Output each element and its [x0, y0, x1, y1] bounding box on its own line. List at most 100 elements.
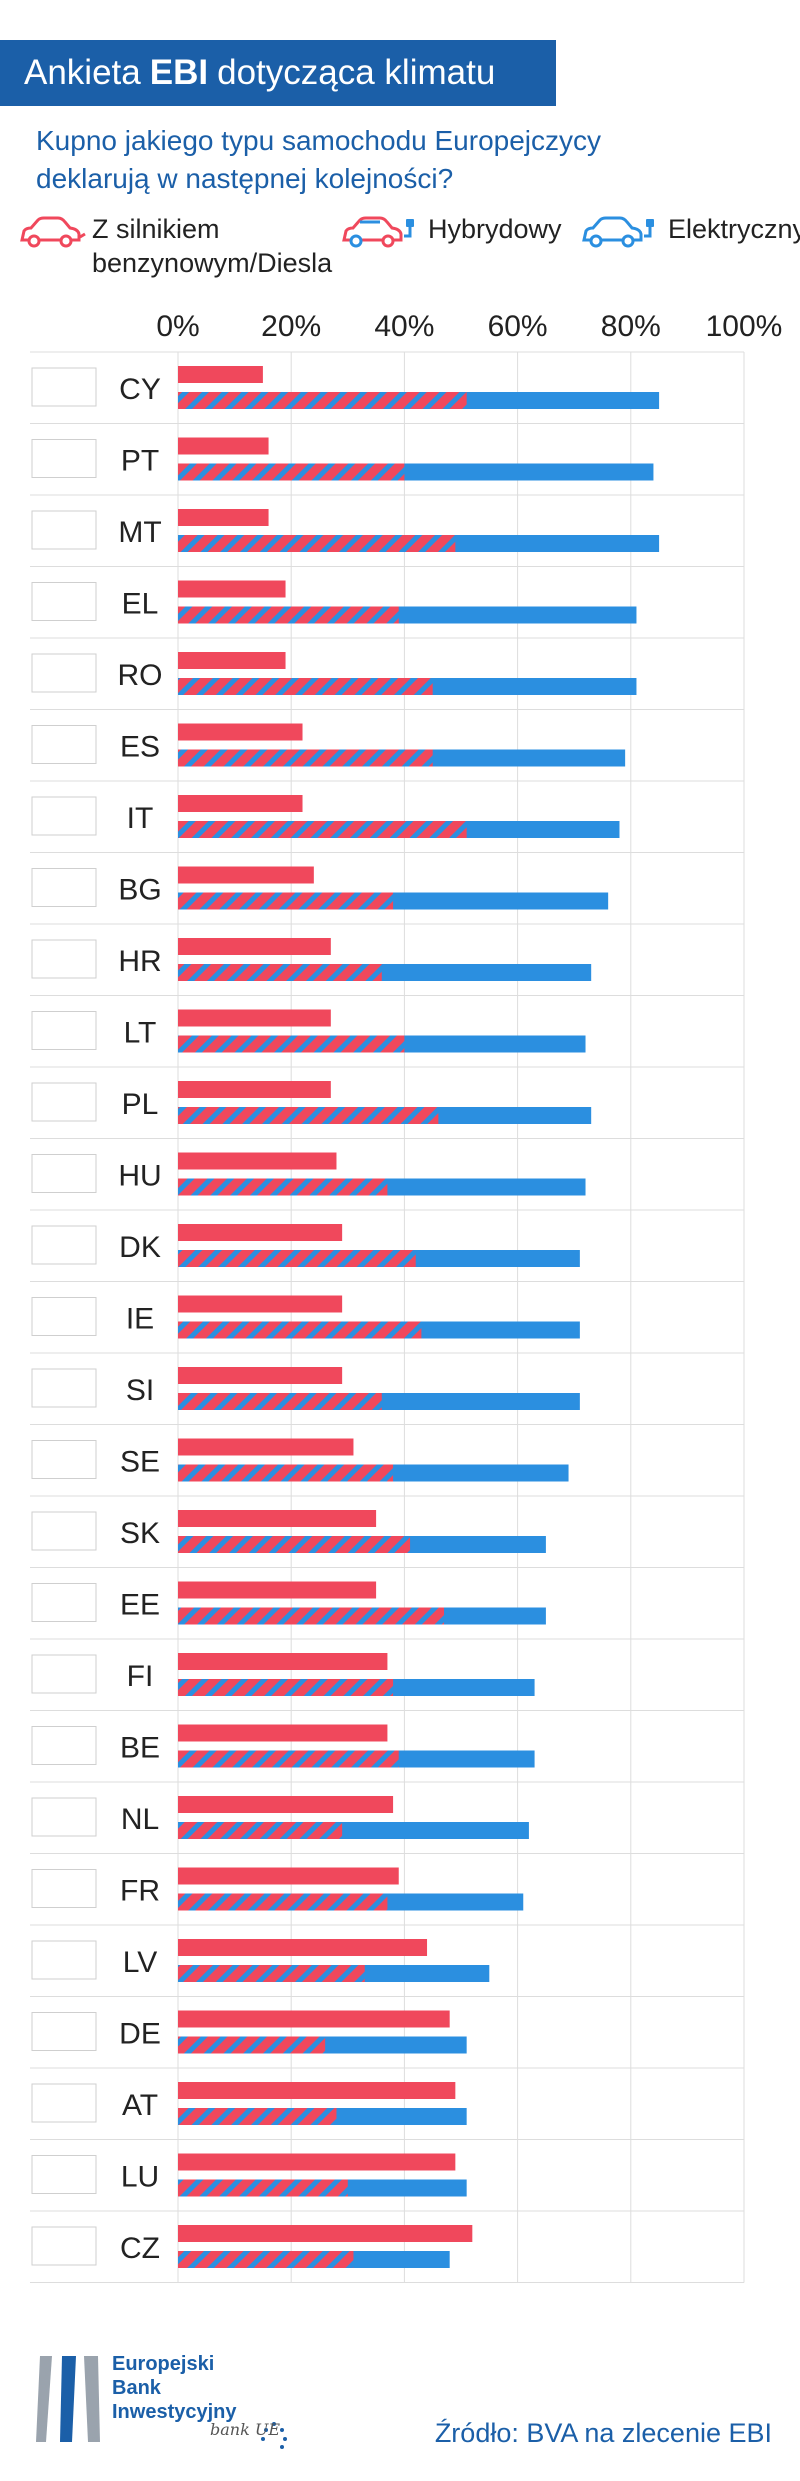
legend-electric-label: Elektryczny — [668, 214, 800, 244]
bar-hybrid-ee — [178, 1607, 445, 1625]
country-flag-de — [31, 2012, 97, 2051]
bar-gasoline-nl — [178, 1796, 394, 1813]
category-label: HU — [118, 1160, 161, 1193]
car-icon-red — [20, 216, 86, 248]
bar-gasoline-ro — [178, 652, 286, 669]
country-flag-nl — [31, 1797, 97, 1837]
bar-hybrid-ro — [178, 678, 433, 695]
bar-gasoline-bg — [178, 866, 314, 884]
logo-line3: Inwestycyjny — [112, 2401, 237, 2423]
bar-gasoline-lv — [178, 1939, 428, 1956]
x-tick-label: 60% — [488, 310, 548, 343]
page-title: Ankieta EBI dotycząca klimatu — [0, 40, 556, 106]
bar-hybrid-at — [178, 2108, 337, 2125]
category-label: AT — [122, 2089, 158, 2122]
country-flag-hr — [31, 939, 97, 979]
title-suffix: dotycząca klimatu — [217, 53, 496, 92]
legend-hybrid: Hybrydowy — [340, 212, 562, 250]
category-label: SK — [120, 1517, 160, 1550]
bar-hybrid-hu — [178, 1178, 388, 1196]
country-flag-lt — [31, 1011, 97, 1050]
category-label: NL — [121, 1803, 159, 1836]
bar-hybrid-cy — [178, 392, 467, 409]
bar-gasoline-si — [178, 1367, 343, 1384]
category-label: IT — [127, 802, 154, 835]
category-label: DE — [119, 2018, 161, 2051]
country-flag-be — [31, 1726, 97, 1765]
bar-gasoline-se — [178, 1438, 354, 1456]
legend-gasoline-line2: benzynowym/Diesla — [92, 248, 333, 278]
category-label: LT — [124, 1017, 157, 1050]
category-label: CZ — [120, 2232, 160, 2265]
country-flag-cz — [31, 2226, 97, 2266]
category-label: BE — [120, 1732, 160, 1765]
category-label: RO — [118, 659, 163, 692]
bar-hybrid-fi — [178, 1679, 394, 1696]
legend-gasoline-line1: Z silnikiem — [92, 214, 220, 244]
country-flag-ee — [31, 1583, 97, 1622]
category-label: EE — [120, 1589, 160, 1622]
country-flag-pt — [31, 439, 97, 478]
category-label: MT — [118, 516, 161, 549]
category-label: SI — [126, 1374, 154, 1407]
category-label: BG — [118, 874, 161, 907]
country-flag-el — [31, 582, 97, 621]
eib-logo-icon — [36, 2356, 287, 2449]
eib-logo-text: Europejski Bank Inwestycyjny — [112, 2352, 237, 2424]
bar-hybrid-be — [178, 1750, 399, 1768]
legend-electric: Elektryczny — [580, 212, 800, 250]
car-icon-blue — [582, 216, 654, 248]
category-label: FI — [127, 1660, 154, 1693]
country-flag-ro — [31, 653, 97, 693]
bar-hybrid-lt — [178, 1035, 405, 1053]
country-flag-cy — [31, 367, 97, 407]
logo-line2: Bank — [112, 2377, 161, 2399]
category-label: PL — [122, 1088, 159, 1121]
category-label: EL — [122, 588, 159, 621]
bar-gasoline-mt — [178, 509, 269, 526]
country-flag-bg — [31, 868, 97, 907]
bar-hybrid-lv — [178, 1965, 365, 1982]
bar-hybrid-dk — [178, 1250, 416, 1267]
bar-gasoline-hr — [178, 938, 331, 955]
country-flag-at — [31, 2083, 97, 2123]
bar-gasoline-ie — [178, 1295, 343, 1313]
x-tick-label: 20% — [261, 310, 321, 343]
chart-subtitle: Kupno jakiego typu samochodu Europejczyc… — [36, 125, 602, 194]
bar-gasoline-ee — [178, 1581, 377, 1599]
bar-gasoline-es — [178, 723, 303, 741]
category-label: CY — [119, 373, 161, 406]
logo-line1: Europejski — [112, 2353, 215, 2375]
country-flag-it — [31, 796, 97, 836]
source-note: Źródło: BVA na zlecenie EBI — [434, 2418, 772, 2448]
bar-hybrid-lu — [178, 2179, 348, 2197]
country-flag-dk — [31, 1225, 97, 1265]
bar-chart: 0% 20% 40% 60% 80% 100% CY PT MT EL RO ES IT BG HR LT PL… — [30, 310, 782, 2283]
country-flag-se — [31, 1440, 97, 1479]
bar-gasoline-dk — [178, 1224, 343, 1241]
bar-hybrid-hr — [178, 964, 382, 981]
bar-hybrid-it — [178, 821, 467, 838]
bar-gasoline-el — [178, 580, 286, 598]
bar-hybrid-de — [178, 2036, 326, 2054]
category-label: LU — [121, 2161, 159, 2194]
bar-gasoline-sk — [178, 1510, 377, 1527]
country-flag-si — [31, 1368, 97, 1408]
bar-gasoline-fr — [178, 1867, 399, 1885]
bar-hybrid-nl — [178, 1822, 343, 1839]
legend-hybrid-label: Hybrydowy — [428, 214, 562, 244]
bar-gasoline-lu — [178, 2153, 456, 2171]
bar-gasoline-at — [178, 2082, 456, 2099]
category-label: FR — [120, 1875, 160, 1908]
country-flag-fi — [31, 1654, 97, 1694]
bar-gasoline-pl — [178, 1081, 331, 1098]
bar-hybrid-pl — [178, 1107, 439, 1124]
category-label: DK — [119, 1231, 161, 1264]
legend-gasoline: Z silnikiem benzynowym/Diesla — [18, 212, 332, 280]
bar-hybrid-si — [178, 1393, 382, 1410]
car-icon-hybrid — [342, 216, 414, 248]
bar-gasoline-pt — [178, 437, 269, 455]
country-flag-fr — [31, 1869, 97, 1908]
bar-gasoline-cy — [178, 366, 263, 383]
bar-hybrid-bg — [178, 892, 394, 910]
